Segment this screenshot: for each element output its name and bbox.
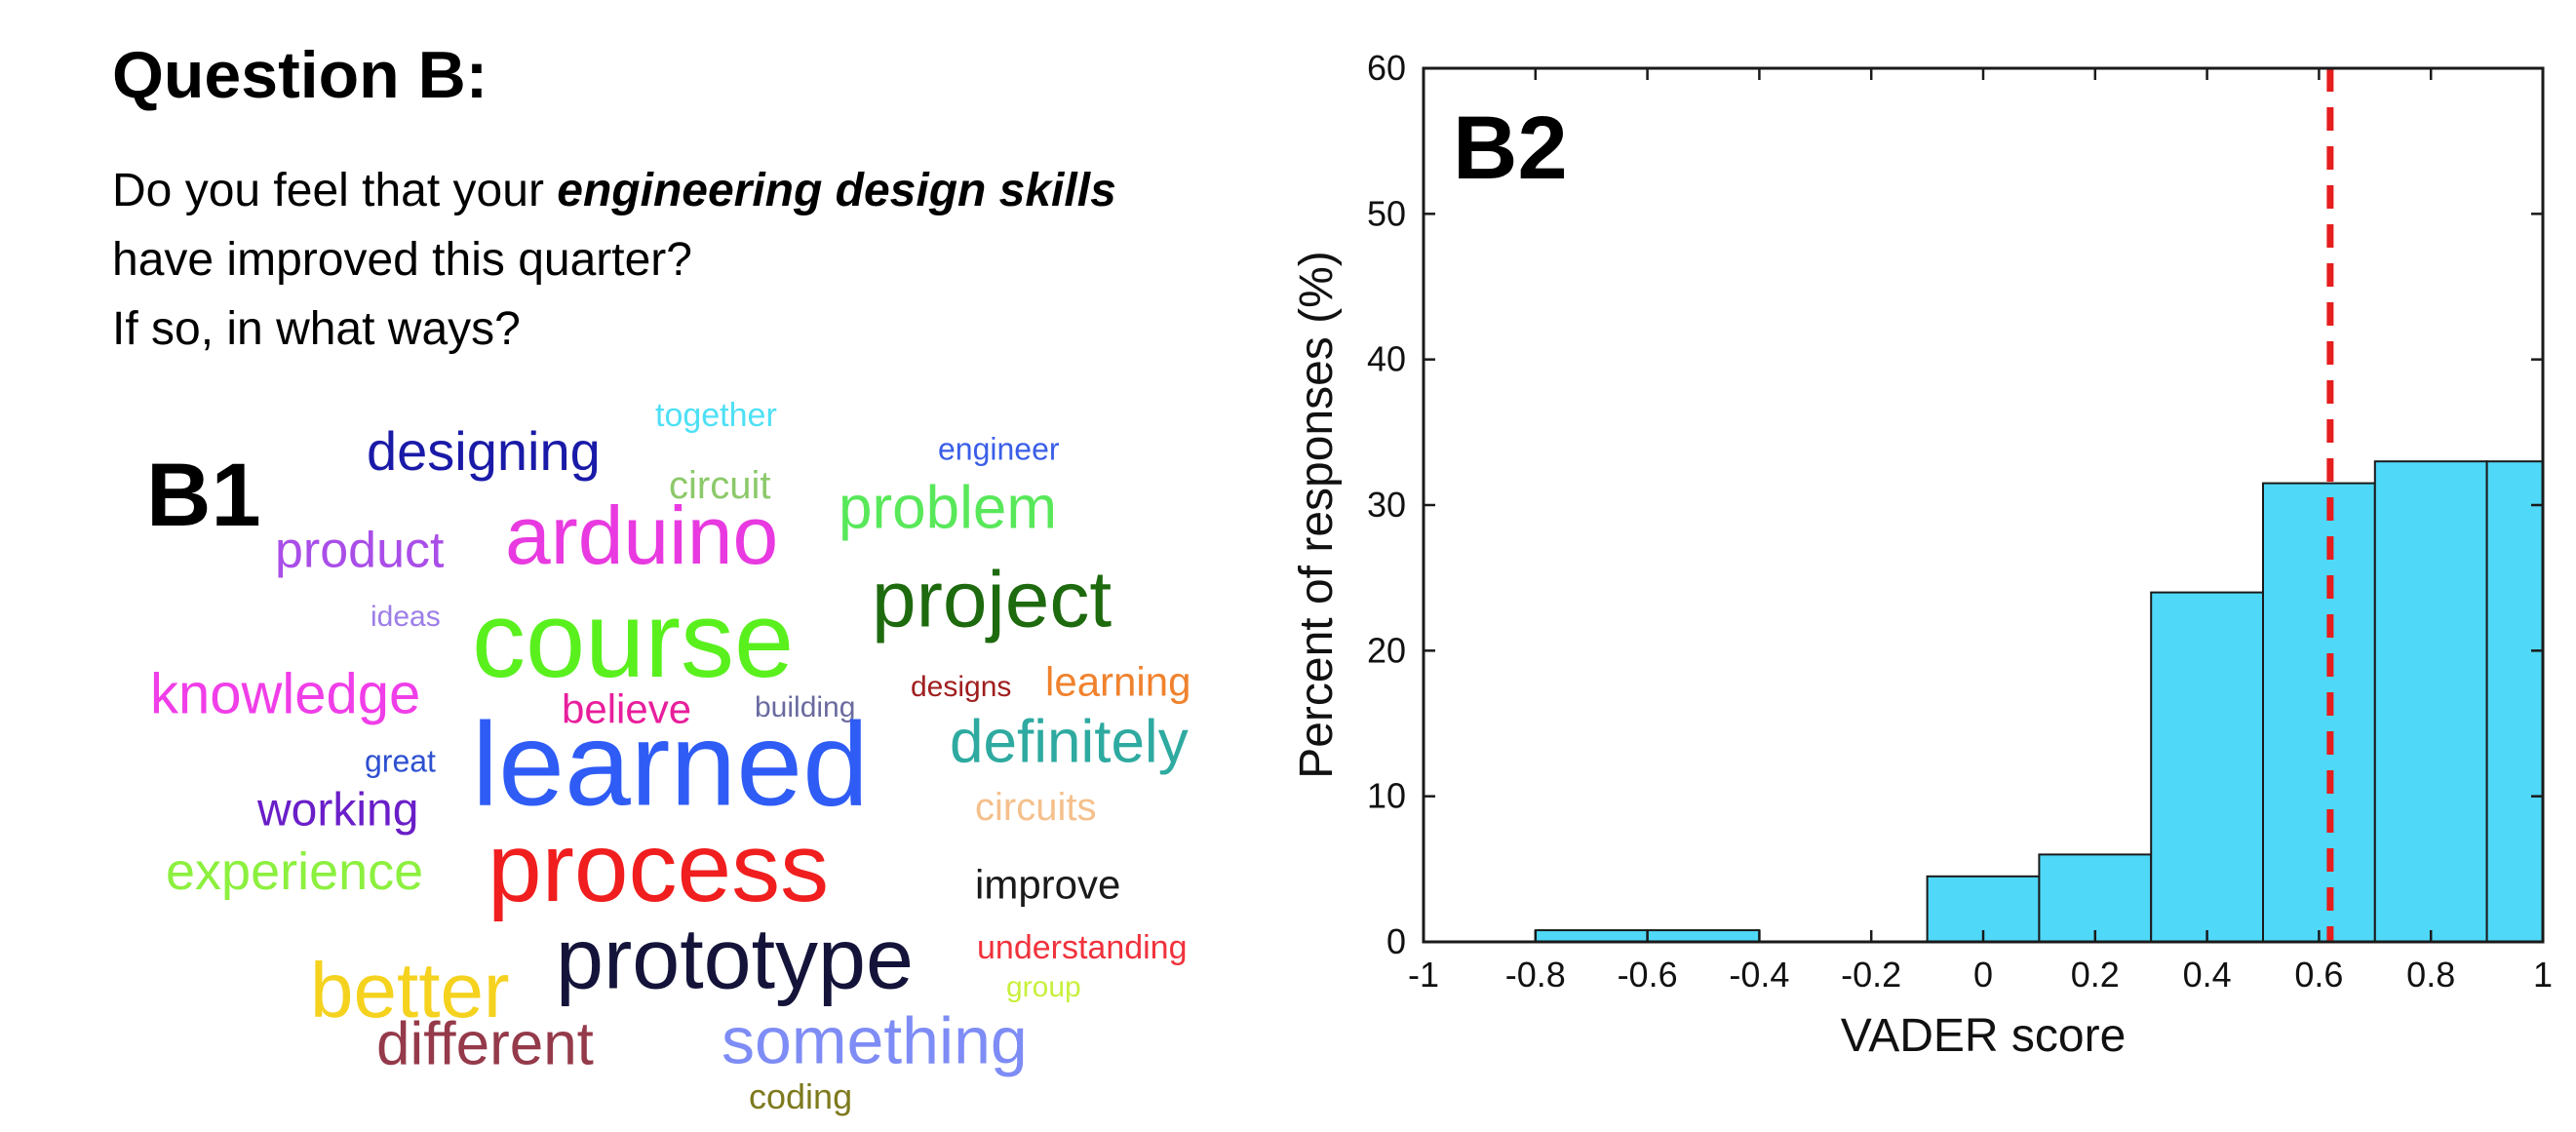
word-cloud-term: project [872,555,1112,644]
histogram-bar [2038,853,2153,944]
question-line-2: have improved this quarter? [112,234,692,286]
word-cloud-term: understanding [977,928,1188,966]
word-cloud-term: knowledge [150,662,421,726]
word-cloud-term: learned [472,697,869,831]
word-cloud-term: together [655,396,777,434]
x-tick-label: -0.2 [1841,955,1901,995]
word-cloud-term: designs [911,671,1012,703]
y-tick-label: 20 [1367,630,1406,670]
word-cloud-term: process [488,813,830,922]
x-tick-label: 0 [1973,955,1993,995]
x-tick-label: 1 [2533,955,2553,995]
word-cloud-term: designing [367,420,601,483]
panel-label-b2: B2 [1453,98,1568,198]
x-tick-label: 0.4 [2183,955,2232,995]
word-cloud-term: better [310,947,510,1034]
y-tick-label: 50 [1367,193,1406,233]
histogram-bar [1534,929,1649,944]
x-axis-label: VADER score [1841,1010,2127,1062]
histogram-bar [2373,460,2488,943]
word-cloud-term: circuit [669,464,771,507]
word-cloud-term: product [275,522,445,579]
word-cloud-term: engineer [938,431,1060,467]
panel-label-b1: B1 [146,446,261,545]
x-tick-label: -0.8 [1505,955,1566,995]
word-cloud-term: circuits [975,786,1097,829]
question-line-1: Do you feel that your engineering design… [112,156,1116,225]
question-title: Question B: [112,38,488,112]
question-line-3: If so, in what ways? [112,303,521,355]
x-tick-label: -1 [1408,955,1439,995]
y-axis-label: Percent of responses (%) [1291,251,1343,779]
word-cloud-term: ideas [371,601,441,633]
x-tick-label: 0.2 [2071,955,2120,995]
x-tick-label: -0.4 [1729,955,1789,995]
y-tick-label: 40 [1367,339,1406,379]
question-line-1-plain: Do you feel that your [112,165,558,216]
vader-histogram: -1 -0.8 -0.6 -0.4 -0.2 0 0.2 0.4 0.6 0.8 101020304… [1291,48,2553,1062]
word-cloud-term: learning [1045,658,1191,705]
word-cloud-term: experience [166,841,424,901]
x-tick-label: 0.6 [2294,955,2343,995]
histogram-bar [2262,482,2376,943]
word-cloud-term: arduino [505,488,779,581]
word-cloud-term: coding [749,1076,853,1117]
word-cloud-term: believe [562,685,692,732]
question-text: Do you feel that your engineering design… [112,156,1116,364]
word-cloud-term: group [1006,971,1081,1003]
word-cloud-term: something [722,1003,1028,1078]
word-cloud: together designing engineer circuit product a… [0,0,1268,1132]
word-cloud-term: great [365,743,436,779]
histogram-bar [1646,929,1761,944]
histogram-bar [2150,591,2265,943]
word-cloud-term: course [472,580,795,700]
word-cloud-term: problem [839,474,1057,542]
x-tick-label: -0.6 [1618,955,1678,995]
y-tick-label: 10 [1367,776,1406,816]
y-tick-label: 60 [1367,48,1406,88]
question-emphasis: engineering design skills [557,165,1116,216]
word-cloud-term: prototype [556,910,914,1007]
x-tick-label: 0.8 [2406,955,2455,995]
word-cloud-term: different [376,1010,594,1078]
y-tick-label: 0 [1386,921,1406,961]
y-tick-label: 30 [1367,485,1406,525]
word-cloud-term: building [755,691,856,723]
histogram-bar [2485,460,2544,943]
word-cloud-term: improve [975,861,1121,908]
word-cloud-term: working [257,784,419,837]
word-cloud-term: definitely [950,708,1189,776]
